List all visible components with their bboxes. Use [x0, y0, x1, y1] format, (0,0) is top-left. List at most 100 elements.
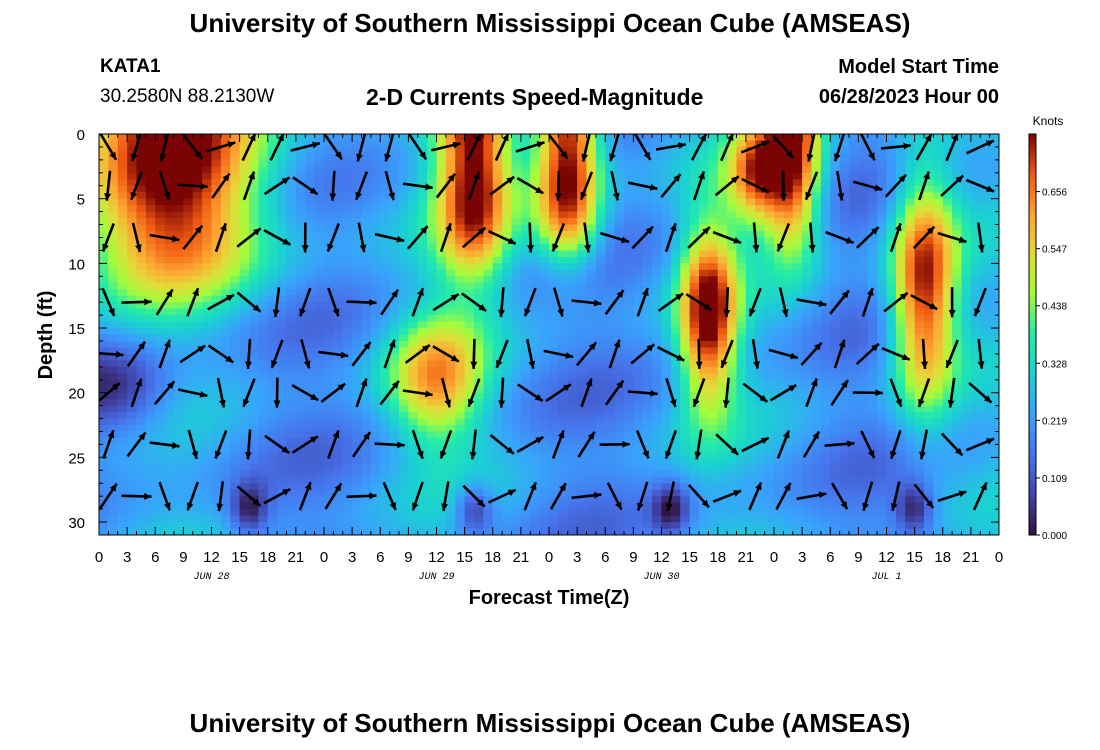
- heat-cell: [324, 302, 334, 310]
- heat-cell: [108, 134, 119, 142]
- heat-cell: [370, 282, 381, 290]
- heat-cell: [624, 340, 634, 349]
- heat-cell: [624, 185, 634, 193]
- heat-cell: [277, 218, 288, 226]
- heat-cell: [145, 205, 156, 213]
- heat-cell: [811, 463, 822, 471]
- heat-cell: [314, 489, 325, 497]
- heat-cell: [99, 515, 109, 523]
- heat-cell: [595, 179, 606, 187]
- heat-cell: [792, 457, 803, 465]
- heat-cell: [314, 496, 325, 504]
- heat-cell: [164, 308, 175, 316]
- heat-cell: [755, 457, 766, 465]
- heat-cell: [455, 211, 466, 219]
- heat-cell: [830, 457, 841, 465]
- heat-cell: [511, 205, 522, 213]
- heat-cell: [399, 140, 409, 148]
- heat-cell: [764, 205, 775, 213]
- heat-cell: [108, 192, 119, 200]
- heat-cell: [155, 444, 166, 452]
- heat-cell: [445, 159, 456, 167]
- heat-cell: [708, 134, 719, 142]
- heat-cell: [764, 392, 775, 400]
- heat-cell: [417, 231, 428, 239]
- heat-cell: [155, 231, 166, 239]
- heat-cell: [764, 457, 775, 465]
- heat-cell: [380, 379, 391, 387]
- heat-cell: [736, 315, 747, 323]
- heat-cell: [258, 431, 269, 439]
- heat-cell: [642, 231, 653, 239]
- heat-cell: [408, 450, 419, 458]
- heat-cell: [511, 166, 522, 174]
- heat-cell: [577, 418, 588, 426]
- heat-cell: [642, 515, 653, 523]
- heat-cell: [727, 256, 738, 264]
- heat-cell: [539, 373, 550, 381]
- heat-cell: [99, 405, 109, 413]
- heat-cell: [530, 243, 541, 252]
- heat-cell: [436, 386, 447, 394]
- heat-cell: [295, 263, 306, 271]
- heat-cell: [342, 444, 353, 452]
- heat-cell: [380, 528, 391, 535]
- heat-cell: [699, 256, 709, 264]
- heat-cell: [455, 366, 466, 374]
- heat-cell: [399, 425, 409, 433]
- heat-cell: [174, 146, 184, 155]
- heat-cell: [174, 457, 184, 465]
- heat-cell: [520, 347, 531, 355]
- heat-cell: [774, 457, 784, 465]
- heat-cell: [605, 250, 616, 258]
- heat-cell: [670, 386, 681, 394]
- heat-cell: [174, 250, 184, 258]
- heat-cell: [605, 450, 616, 458]
- heat-cell: [680, 321, 691, 329]
- heat-cell: [333, 334, 344, 342]
- heat-cell: [258, 399, 269, 407]
- heat-cell: [127, 321, 138, 329]
- heat-cell: [202, 289, 213, 297]
- heat-cell: [839, 444, 850, 452]
- heat-cell: [202, 315, 213, 323]
- heat-cell: [342, 302, 353, 310]
- heat-cell: [577, 412, 588, 420]
- heat-cell: [511, 347, 522, 355]
- heat-cell: [427, 373, 438, 381]
- heat-cell: [774, 522, 784, 530]
- heat-cell: [230, 192, 241, 200]
- heat-cell: [399, 509, 409, 517]
- heat-cell: [99, 250, 109, 258]
- heat-cell: [567, 263, 578, 271]
- heat-cell: [277, 282, 288, 290]
- heat-cell: [811, 134, 822, 142]
- heat-cell: [389, 269, 400, 277]
- heat-cell: [249, 289, 259, 297]
- heat-cell: [314, 366, 325, 374]
- heat-cell: [380, 185, 391, 193]
- heat-cell: [745, 489, 756, 497]
- heat-cell: [183, 192, 194, 200]
- heat-cell: [511, 457, 522, 465]
- heat-cell: [727, 347, 738, 355]
- heat-cell: [727, 522, 738, 530]
- heat-cell: [314, 308, 325, 316]
- heat-cell: [549, 386, 559, 394]
- heat-cell: [792, 528, 803, 535]
- heat-cell: [277, 360, 288, 368]
- heat-cell: [295, 476, 306, 484]
- heat-cell: [127, 515, 138, 523]
- heat-cell: [249, 353, 259, 361]
- heat-cell: [736, 340, 747, 349]
- heat-cell: [220, 360, 231, 368]
- heat-cell: [661, 289, 672, 297]
- heat-cell: [755, 250, 766, 258]
- heat-cell: [174, 256, 184, 264]
- heat-cell: [314, 412, 325, 420]
- heat-cell: [849, 153, 859, 161]
- heat-cell: [239, 470, 250, 478]
- heat-cell: [145, 308, 156, 316]
- heat-cell: [502, 347, 513, 355]
- heat-cell: [745, 269, 756, 277]
